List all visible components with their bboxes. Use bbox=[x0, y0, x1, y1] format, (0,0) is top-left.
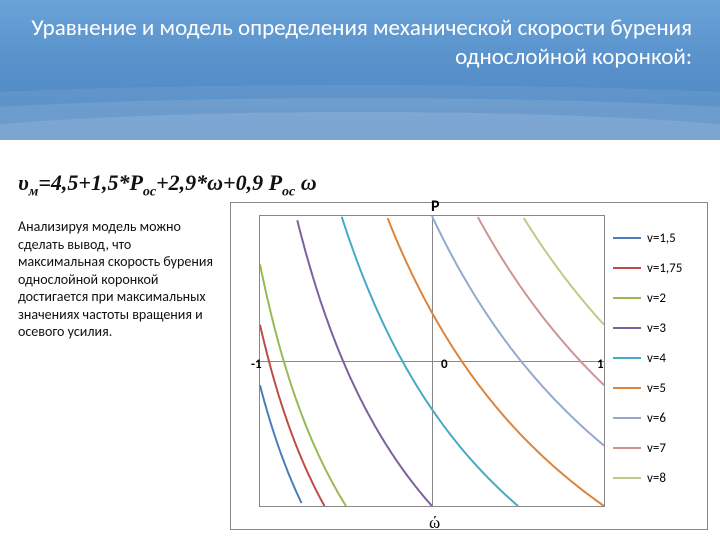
legend: v=1,5 v=1,75 v=2 v=3 v=4 v=5 v=6 v=7 v=8 bbox=[613, 223, 699, 493]
legend-item: v=1,75 bbox=[613, 253, 699, 283]
legend-label: v=5 bbox=[647, 381, 666, 396]
legend-swatch bbox=[613, 387, 641, 389]
legend-swatch bbox=[613, 267, 641, 269]
legend-swatch bbox=[613, 327, 641, 329]
legend-item: v=2 bbox=[613, 283, 699, 313]
legend-label: v=4 bbox=[647, 351, 666, 366]
legend-swatch bbox=[613, 297, 641, 299]
legend-swatch bbox=[613, 417, 641, 419]
legend-label: v=7 bbox=[647, 441, 666, 456]
x-tick-pos1: 1 bbox=[597, 357, 604, 372]
legend-label: v=8 bbox=[647, 471, 666, 486]
y-axis-label-P: P bbox=[431, 197, 440, 216]
legend-item: v=8 bbox=[613, 463, 699, 493]
x-tick-0: 0 bbox=[441, 357, 448, 372]
legend-label: v=1,75 bbox=[647, 261, 682, 276]
analysis-paragraph: Анализируя модель можно сделать вывод, ч… bbox=[18, 218, 218, 341]
header-bar: Уравнение и модель определения механичес… bbox=[0, 0, 720, 140]
legend-item: v=7 bbox=[613, 433, 699, 463]
legend-swatch bbox=[613, 237, 641, 239]
contour-chart: P -1 0 1 ώ v=1,5v=1,75v=2v=3v=4v=5v=6v=7… bbox=[230, 202, 708, 530]
x-tick-neg1: -1 bbox=[251, 357, 262, 372]
legend-item: v=3 bbox=[613, 313, 699, 343]
legend-label: v=3 bbox=[647, 321, 666, 336]
wave-decor bbox=[0, 85, 720, 140]
legend-item: v=6 bbox=[613, 403, 699, 433]
legend-label: v=6 bbox=[647, 411, 666, 426]
plot-area bbox=[259, 215, 605, 507]
legend-label: v=1,5 bbox=[647, 231, 676, 246]
slide-title: Уравнение и модель определения механичес… bbox=[28, 14, 692, 72]
contour-curve bbox=[388, 218, 604, 506]
contour-curve bbox=[432, 216, 604, 446]
contour-curve bbox=[478, 217, 604, 385]
legend-swatch bbox=[613, 357, 641, 359]
curves-svg bbox=[260, 216, 604, 506]
legend-item: v=5 bbox=[613, 373, 699, 403]
legend-label: v=2 bbox=[647, 291, 666, 306]
legend-item: v=1,5 bbox=[613, 223, 699, 253]
x-axis-label-omega: ώ bbox=[429, 513, 440, 533]
contour-curve bbox=[297, 220, 432, 506]
contour-curve bbox=[342, 217, 518, 506]
legend-item: v=4 bbox=[613, 343, 699, 373]
slide: Уравнение и модель определения механичес… bbox=[0, 0, 720, 540]
equation-text: υм=4,5+1,5*Pос+2,9*ω+0,9 Pос ω bbox=[18, 170, 317, 200]
legend-swatch bbox=[613, 477, 641, 479]
contour-curve bbox=[260, 325, 325, 506]
contour-curve bbox=[260, 264, 346, 506]
legend-swatch bbox=[613, 447, 641, 449]
